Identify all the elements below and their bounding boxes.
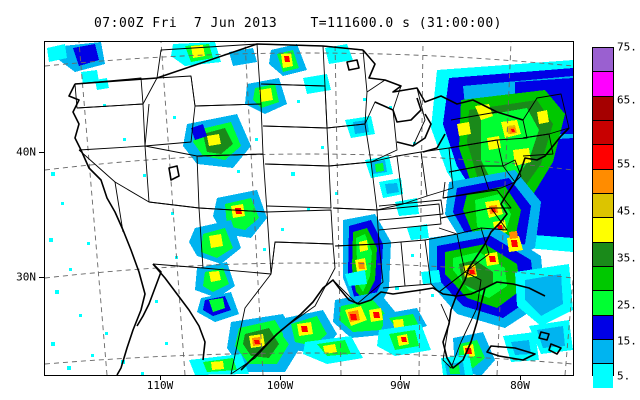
colorbar-tick-55: 55. bbox=[617, 157, 637, 171]
colorbar-band-60 bbox=[593, 121, 613, 146]
map-svg bbox=[45, 42, 573, 375]
map-plot-area[interactable] bbox=[44, 41, 574, 376]
x-label-90w: 90W bbox=[390, 379, 410, 392]
colorbar-band-10 bbox=[593, 364, 613, 388]
colorbar-tick-25: 25. bbox=[617, 298, 637, 312]
colorbar-band-25 bbox=[593, 291, 613, 316]
map-canvas bbox=[45, 42, 573, 375]
x-tick-90w bbox=[400, 375, 401, 380]
y-label-30n: 30N bbox=[16, 270, 36, 284]
colorbar-band-30 bbox=[593, 267, 613, 292]
colorbar-band-65 bbox=[593, 96, 613, 122]
colorbar-tick-5: 5. bbox=[617, 369, 631, 383]
colorbar-band-40 bbox=[593, 218, 613, 243]
x-label-100w: 100W bbox=[266, 379, 294, 392]
colorbar-band-45 bbox=[593, 194, 613, 219]
colorbar-band-70 bbox=[593, 72, 613, 97]
colorbar-tick-75: 75. bbox=[617, 40, 637, 54]
colorbar-band-75 bbox=[593, 48, 613, 73]
colorbar-band-15 bbox=[593, 340, 613, 365]
colorbar-tick-35: 35. bbox=[617, 251, 637, 265]
x-label-110w: 110W bbox=[146, 379, 174, 392]
y-tick-30n bbox=[39, 277, 44, 278]
colorbar-band-55 bbox=[593, 145, 613, 170]
x-tick-110w bbox=[160, 375, 161, 380]
colorbar-band-20 bbox=[593, 315, 613, 341]
page-title: 07:00Z Fri 7 Jun 2013 T=111600.0 s (31:0… bbox=[93, 16, 502, 31]
coastlines bbox=[68, 43, 570, 375]
colorbar-tick-45: 45. bbox=[617, 204, 637, 218]
state-boundaries bbox=[74, 43, 570, 375]
colorbar-tick-15: 15. bbox=[617, 334, 637, 348]
y-tick-40n bbox=[39, 152, 44, 153]
y-label-40n: 40N bbox=[16, 145, 36, 159]
colorbar-tick-65: 65. bbox=[617, 93, 637, 107]
precipitation-field bbox=[47, 42, 573, 375]
x-tick-80w bbox=[520, 375, 521, 380]
colorbar bbox=[592, 47, 614, 388]
colorbar-band-50 bbox=[593, 169, 613, 195]
colorbar-band-35 bbox=[593, 242, 613, 268]
x-label-80w: 80W bbox=[510, 379, 530, 392]
x-tick-100w bbox=[280, 375, 281, 380]
